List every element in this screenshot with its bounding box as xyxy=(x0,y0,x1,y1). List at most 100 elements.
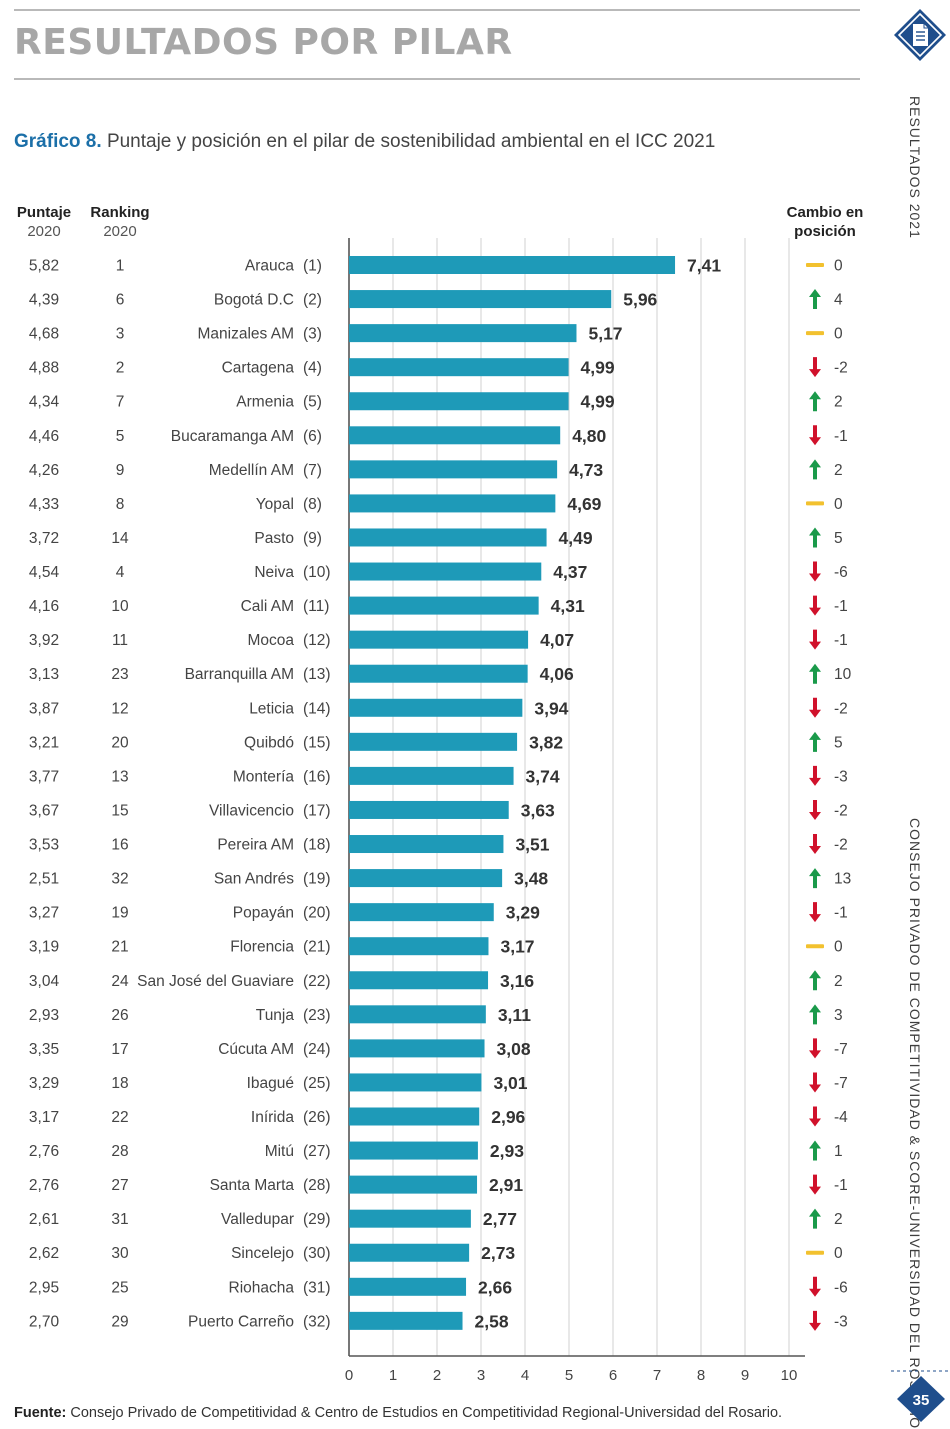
category-label: Riohacha xyxy=(229,1279,295,1296)
arrow-down-icon xyxy=(809,1310,821,1331)
change-value: -2 xyxy=(834,360,848,377)
x-tick-label: 5 xyxy=(565,1367,573,1384)
bar xyxy=(349,528,547,547)
rank-2020-value: 4 xyxy=(116,564,125,581)
category-rank: (30) xyxy=(303,1245,331,1262)
arrow-down-icon xyxy=(809,1106,821,1127)
change-value: 2 xyxy=(834,394,843,411)
category-rank: (27) xyxy=(303,1143,331,1160)
change-value: 1 xyxy=(834,1143,843,1160)
rank-2020-value: 27 xyxy=(111,1177,128,1194)
category-label: Puerto Carreño xyxy=(188,1313,294,1330)
arrow-down-icon xyxy=(809,595,821,616)
arrow-up-icon xyxy=(809,527,821,548)
arrow-down-icon xyxy=(809,1174,821,1195)
score-2020-value: 3,92 xyxy=(29,632,59,649)
bar xyxy=(349,1311,463,1330)
score-2020-value: 3,21 xyxy=(29,734,59,751)
arrow-up-icon xyxy=(809,1208,821,1229)
x-tick-label: 4 xyxy=(521,1367,529,1384)
rank-2020-value: 23 xyxy=(111,666,128,683)
data-label: 3,63 xyxy=(521,800,555,820)
rank-2020-value: 9 xyxy=(116,462,125,479)
change-value: 0 xyxy=(834,496,843,513)
bar xyxy=(349,937,489,956)
rank-2020-value: 8 xyxy=(116,496,125,513)
change-value: -3 xyxy=(834,1313,848,1330)
data-label: 4,80 xyxy=(572,426,606,446)
category-label: Villavicencio xyxy=(209,802,294,819)
bar xyxy=(349,835,504,854)
rank-2020-value: 13 xyxy=(111,768,128,785)
data-label: 3,51 xyxy=(515,835,549,855)
category-rank: (23) xyxy=(303,1007,331,1024)
bar xyxy=(349,596,539,615)
score-2020-value: 4,46 xyxy=(29,428,59,445)
bar xyxy=(349,971,489,990)
rank-2020-value: 31 xyxy=(111,1211,128,1228)
arrow-down-icon xyxy=(809,902,821,923)
arrow-down-icon xyxy=(809,1276,821,1297)
change-value: 4 xyxy=(834,292,843,309)
bar xyxy=(349,732,518,751)
data-label: 4,31 xyxy=(551,596,585,616)
change-value: -1 xyxy=(834,428,848,445)
rank-2020-value: 11 xyxy=(112,632,128,649)
bar xyxy=(349,1039,485,1058)
data-label: 3,11 xyxy=(498,1005,531,1025)
category-rank: (21) xyxy=(303,939,331,956)
bar xyxy=(349,766,514,785)
rank-2020-value: 16 xyxy=(111,837,128,854)
category-rank: (25) xyxy=(303,1075,331,1092)
score-2020-value: 2,76 xyxy=(29,1143,59,1160)
arrow-down-icon xyxy=(809,834,821,855)
score-2020-value: 2,95 xyxy=(29,1279,59,1296)
rank-2020-value: 21 xyxy=(111,939,128,956)
change-value: -6 xyxy=(834,564,848,581)
score-2020-value: 5,82 xyxy=(29,258,59,275)
score-2020-value: 3,29 xyxy=(29,1075,59,1092)
score-2020-value: 2,51 xyxy=(29,871,59,888)
category-rank: (31) xyxy=(303,1279,331,1296)
source-label: Fuente: xyxy=(14,1405,67,1421)
rank-2020-value: 17 xyxy=(111,1041,128,1058)
change-value: -3 xyxy=(834,768,848,785)
arrow-down-icon xyxy=(809,1072,821,1093)
category-rank: (29) xyxy=(303,1211,331,1228)
data-label: 4,49 xyxy=(559,528,593,548)
category-rank: (19) xyxy=(303,871,331,888)
category-rank: (4) xyxy=(303,360,322,377)
data-label: 4,69 xyxy=(567,494,601,514)
change-value: 2 xyxy=(834,462,843,479)
source-text: Consejo Privado de Competitividad & Cent… xyxy=(70,1405,783,1421)
category-label: Valledupar xyxy=(221,1211,294,1228)
data-label: 3,94 xyxy=(534,698,568,718)
arrow-down-icon xyxy=(809,561,821,582)
page-number-badge: 35 xyxy=(891,1368,950,1423)
change-value: 0 xyxy=(834,258,843,275)
score-2020-value: 4,16 xyxy=(29,598,59,615)
rank-2020-value: 10 xyxy=(111,598,129,615)
category-label: Inírida xyxy=(251,1109,294,1126)
rank-2020-header: Ranking 2020 xyxy=(85,203,155,241)
rank-2020-value: 3 xyxy=(116,326,125,343)
score-2020-value: 2,62 xyxy=(29,1245,59,1262)
score-2020-value: 3,13 xyxy=(29,666,59,683)
score-2020-value: 3,72 xyxy=(29,530,59,547)
bar xyxy=(349,664,528,683)
category-rank: (9) xyxy=(303,530,322,547)
category-rank: (12) xyxy=(303,632,331,649)
change-value: 5 xyxy=(834,530,843,547)
category-label: Cúcuta AM xyxy=(218,1041,294,1058)
rank-2020-value: 32 xyxy=(111,871,128,888)
category-label: Arauca xyxy=(245,258,294,275)
category-rank: (16) xyxy=(303,768,331,785)
score-2020-value: 3,19 xyxy=(29,939,59,956)
category-rank: (11) xyxy=(303,598,329,615)
change-value: 5 xyxy=(834,734,843,751)
data-label: 2,91 xyxy=(489,1175,523,1195)
x-tick-label: 7 xyxy=(653,1367,661,1384)
score-2020-header-line1: Puntaje xyxy=(16,204,72,221)
bar xyxy=(349,698,523,717)
category-rank: (18) xyxy=(303,837,331,854)
